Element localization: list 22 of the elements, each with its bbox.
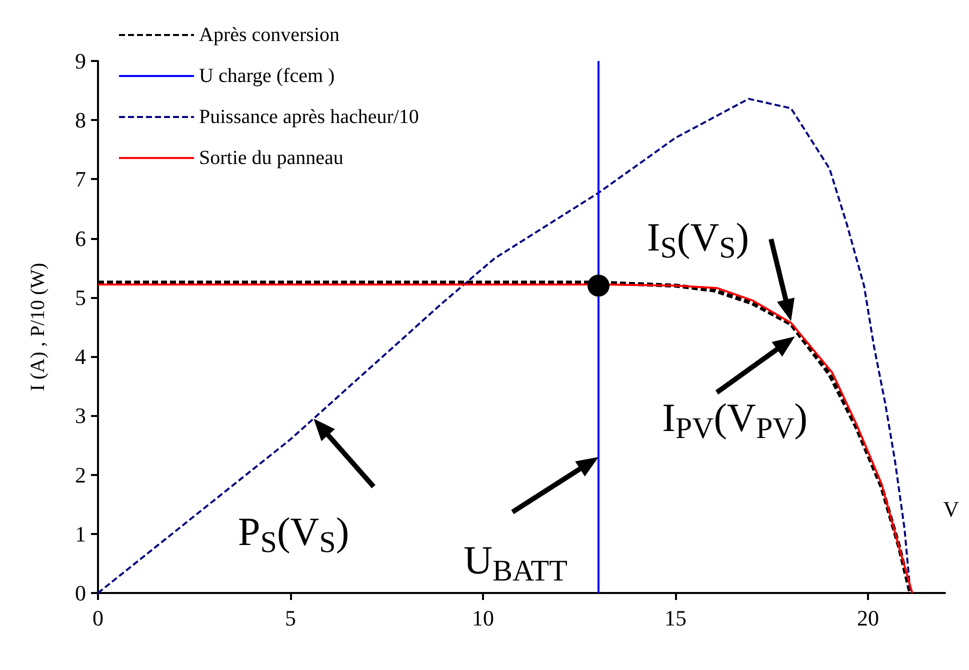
legend-label: U charge (fcem ): [199, 65, 335, 87]
y-tick-label: 9: [75, 48, 86, 74]
x-tick-label: 20: [857, 606, 879, 630]
x-axis-title: V: [943, 496, 960, 522]
x-tick-label: 15: [664, 606, 686, 630]
y-tick-label: 0: [75, 580, 86, 606]
y-axis-title: I (A) , P/10 (W): [27, 262, 49, 392]
y-tick-label: 7: [75, 166, 86, 192]
y-tick-label: 8: [75, 108, 86, 133]
x-tick-label: 0: [92, 606, 104, 630]
y-tick-label: 6: [75, 226, 86, 251]
y-tick-label: 4: [75, 344, 86, 370]
x-tick-label: 10: [472, 606, 494, 630]
legend-label: Sortie du panneau: [199, 147, 344, 169]
y-tick-label: 5: [75, 284, 86, 310]
y-tick-label: 3: [75, 403, 86, 428]
legend-label: Après conversion: [199, 24, 340, 46]
legend-label: Puissance après hacheur/10: [199, 106, 419, 128]
line-series: [97, 98, 912, 594]
y-tick-label: 2: [75, 462, 86, 488]
x-tick-label: 5: [285, 606, 296, 630]
y-tick-label: 1: [75, 521, 86, 546]
